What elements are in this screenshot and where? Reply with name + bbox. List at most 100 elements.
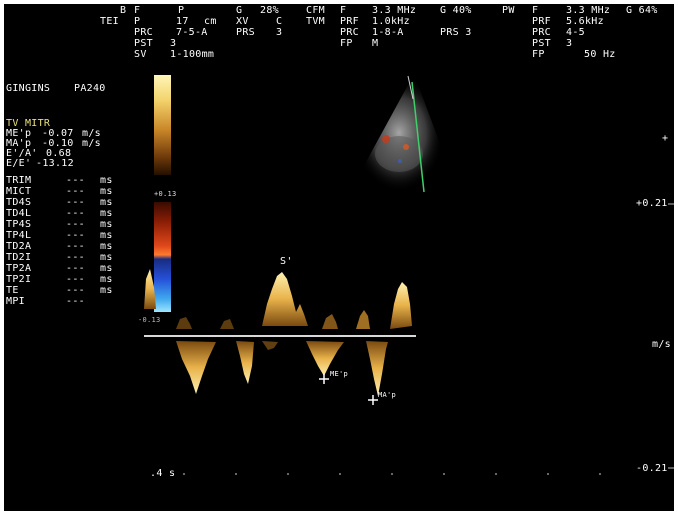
interval-label: TP4S	[6, 219, 32, 230]
measure-value: -0.10	[42, 138, 74, 149]
interval-unit: ms	[100, 263, 113, 274]
time-tick	[391, 473, 393, 475]
measure-label: MA'p	[6, 138, 32, 149]
interval-value: ---	[66, 219, 85, 230]
interval-value: ---	[66, 263, 85, 274]
waveform-a-wave	[236, 341, 254, 384]
interval-label: TD4S	[6, 197, 32, 208]
time-tick	[339, 473, 341, 475]
time-tick	[599, 473, 601, 475]
interval-label: TE	[6, 285, 19, 296]
time-tick	[235, 473, 237, 475]
interval-value: ---	[66, 186, 85, 197]
interval-value: ---	[66, 208, 85, 219]
cursor-cross-e[interactable]	[319, 374, 329, 384]
time-tick	[287, 473, 289, 475]
scale-upper-value: +0.21	[636, 198, 668, 209]
header-cfm-prc: 1-8-A	[372, 27, 404, 38]
interval-value: ---	[66, 197, 85, 208]
scale-top-marker: +	[662, 133, 669, 144]
header-pw-prc-label: PRC	[532, 27, 551, 38]
time-scale-label: .4 s	[150, 468, 176, 479]
interval-label: TP2A	[6, 263, 32, 274]
waveform-fragment	[220, 319, 234, 329]
interval-value: ---	[66, 252, 85, 263]
spectral-trace	[144, 269, 412, 405]
header-xv: XV	[236, 16, 249, 27]
waveform-s-partial	[144, 269, 156, 309]
header-sv-label: SV	[134, 49, 147, 60]
header-pw-prc: 4-5	[566, 27, 585, 38]
header-pw-prf: 5.6kHz	[566, 16, 604, 27]
color-scale-bottom: -0.13	[138, 316, 161, 324]
a-wave-label: MA'p	[378, 391, 397, 399]
header-pw-prf-label: PRF	[532, 16, 551, 27]
interval-row: MICT --- ms	[6, 187, 116, 197]
interval-label: TD2I	[6, 252, 32, 263]
header-pw-freq: 3.3 MHz	[566, 5, 611, 16]
interval-value: ---	[66, 274, 85, 285]
header-p: P	[178, 5, 185, 16]
doppler-display	[144, 74, 674, 475]
interval-value: ---	[66, 296, 85, 307]
header-pw-fp: 50 Hz	[584, 49, 616, 60]
doppler-baseline[interactable]	[144, 335, 416, 337]
waveform-fragment	[262, 341, 278, 350]
interval-label: TRIM	[6, 175, 32, 186]
interval-unit: ms	[100, 219, 113, 230]
header-cfm-prf: 1.0kHz	[372, 16, 410, 27]
scale-unit: m/s	[652, 339, 671, 350]
interval-unit: ms	[100, 241, 113, 252]
interval-value: ---	[66, 175, 85, 186]
measure-value: -0.07	[42, 128, 74, 139]
measure-label: E'/A'	[6, 148, 38, 159]
measure-unit: m/s	[82, 128, 101, 139]
interval-unit: ms	[100, 252, 113, 263]
measure-label: ME'p	[6, 128, 32, 139]
waveform-fragment	[356, 310, 370, 329]
interval-row: TP2I --- ms	[6, 275, 116, 285]
waveform-fragment	[176, 317, 192, 329]
header-fp-label: FP	[340, 38, 353, 49]
cursor-cross-a[interactable]	[368, 395, 378, 405]
interval-label: MPI	[6, 296, 25, 307]
header-pw-pst: 3	[566, 38, 573, 49]
interval-label: TD4L	[6, 208, 32, 219]
measure-value: -13.12	[36, 158, 74, 169]
doppler-cursor-line[interactable]	[411, 81, 425, 193]
interval-value: ---	[66, 285, 85, 296]
sector-depth-mark	[407, 75, 414, 100]
patient-name: GINGINS	[6, 83, 51, 94]
probe-name: PA240	[74, 83, 106, 94]
header-cfm-freq: 3.3 MHz	[372, 5, 417, 16]
header-pw-fp-label: FP	[532, 49, 545, 60]
interval-unit: ms	[100, 197, 113, 208]
header-p2: P	[134, 16, 141, 27]
interval-unit: ms	[100, 186, 113, 197]
interval-row: MPI ---	[6, 297, 116, 307]
interval-row: TE --- ms	[6, 286, 116, 296]
interval-row: TP4S --- ms	[6, 220, 116, 230]
interval-row: TP4L --- ms	[6, 231, 116, 241]
color-velocity-bar	[154, 202, 171, 312]
header-depth-unit: cm	[204, 16, 217, 27]
measure-line: E/E' -13.12	[6, 159, 116, 169]
interval-unit: ms	[100, 274, 113, 285]
header-cfm-prf-label: PRF	[340, 16, 359, 27]
interval-value: ---	[66, 241, 85, 252]
waveform-e-wave	[176, 341, 216, 394]
header-pst-label: PST	[134, 38, 153, 49]
measure-line: E'/A' 0.68	[6, 149, 116, 159]
header-prs: 3	[276, 27, 283, 38]
measure-value: 0.68	[46, 148, 72, 159]
header-depth: 17	[176, 16, 189, 27]
sector-color-flow	[398, 159, 402, 163]
waveform-a-wave	[366, 341, 388, 396]
scale-lower-value: -0.21	[636, 463, 668, 474]
interval-row: TD2A --- ms	[6, 242, 116, 252]
header-gain-label: G	[236, 5, 243, 16]
header-pw-pst-label: PST	[532, 38, 551, 49]
color-scale-top: +0.13	[154, 190, 177, 198]
sector-image	[354, 74, 444, 193]
sector-fan	[354, 74, 444, 192]
